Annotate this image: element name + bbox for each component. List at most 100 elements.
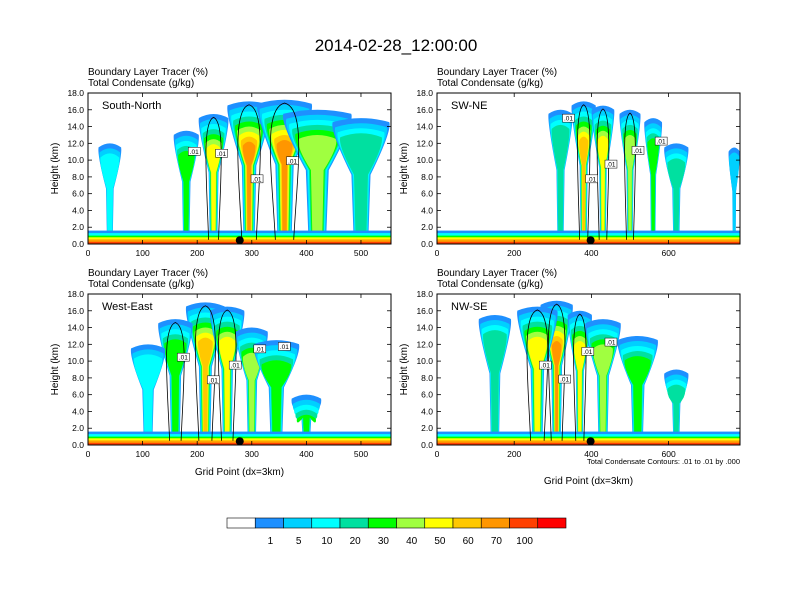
contour-label-box	[188, 147, 201, 156]
y-tick-label: 18.0	[416, 88, 433, 98]
contour-label-box	[228, 360, 242, 370]
figure-title: 2014-02-28_12:00:00	[315, 36, 478, 55]
contour-label-text: .01	[560, 377, 569, 384]
plume-level-10	[133, 354, 163, 435]
plume-level-30	[178, 150, 195, 234]
y-tick-label: 0.0	[72, 440, 84, 450]
y-tick-label: 18.0	[67, 88, 84, 98]
plume-0	[185, 302, 225, 435]
contour-label-text: .01	[190, 149, 199, 156]
contour-label-box	[207, 375, 220, 385]
y-tick-label: 0.0	[421, 440, 433, 450]
x-tick-label: 200	[190, 449, 204, 459]
plot-area: .01 .01 .01 .01 .01	[88, 294, 391, 445]
plume-level-50	[574, 340, 586, 435]
x-tick-label: 400	[299, 449, 313, 459]
x-tick-label: 400	[584, 449, 598, 459]
contour-label-box	[177, 352, 190, 362]
condensate-contour-2	[205, 116, 222, 240]
panel-subtitle-tracer: Boundary Layer Tracer (%)	[437, 268, 557, 279]
plot-area: .01 .01 .01 .01	[437, 294, 740, 445]
plume-level-30	[624, 356, 651, 435]
plume-level-30	[647, 138, 659, 234]
contour-label-text: .01	[657, 139, 666, 146]
panel-subtitle-tracer: Boundary Layer Tracer (%)	[88, 268, 208, 279]
colorbar-swatch	[254, 517, 284, 529]
contour-label-box	[539, 360, 552, 370]
x-axis-label: Grid Point (dx=3km)	[195, 467, 284, 478]
plume-6	[728, 147, 740, 234]
colorbar-label: 50	[434, 536, 446, 547]
contour-label-0: .01	[558, 374, 571, 384]
contour-label-text: .01	[564, 116, 573, 123]
contour-label-4: .01	[562, 113, 575, 123]
contour-label-1: .01	[228, 360, 242, 370]
y-tick-label: 10.0	[416, 356, 433, 366]
contour-label-2: .01	[631, 146, 645, 155]
contour-label-text: .01	[255, 346, 264, 353]
plume-level-70	[551, 340, 562, 435]
condensate-contour-1	[269, 102, 300, 240]
contour-label-text: .01	[179, 355, 188, 362]
colorbar-swatch	[452, 517, 482, 529]
y-axis-label: Height (km)	[399, 143, 410, 195]
plume-3	[173, 130, 199, 234]
y-tick-label: 6.0	[72, 390, 84, 400]
location-marker	[586, 236, 595, 244]
x-tick-label: 400	[299, 248, 313, 258]
y-tick-label: 6.0	[421, 189, 433, 199]
contour-label-text: .01	[253, 176, 262, 183]
colorbar-label: 1	[268, 536, 274, 547]
plume-4	[282, 109, 352, 234]
x-tick-label: 100	[136, 248, 150, 258]
x-tick-label: 200	[190, 248, 204, 258]
panel-subtitle-condensate: Total Condensate (g/kg)	[437, 279, 543, 290]
y-tick-label: 8.0	[72, 172, 84, 182]
contour-label-text: .01	[217, 151, 226, 158]
y-tick-label: 2.0	[72, 423, 84, 433]
contour-label-0: .01	[585, 174, 598, 183]
colorbar-label: 5	[296, 536, 302, 547]
y-axis-label: Height (km)	[399, 344, 410, 396]
plume-6	[130, 344, 166, 435]
panels: Boundary Layer Tracer (%)Total Condensat…	[50, 67, 741, 487]
contour-label-2: .01	[215, 149, 228, 158]
plot-frame	[87, 293, 392, 446]
y-tick-label: 2.0	[421, 222, 433, 232]
y-tick-label: 0.0	[72, 239, 84, 249]
colorbar-label: 60	[463, 536, 475, 547]
plume-level-20	[551, 124, 570, 234]
plume-level-10	[100, 153, 120, 234]
x-tick-label: 200	[507, 248, 521, 258]
plume-level-50	[206, 144, 221, 234]
colorbar-label: 30	[378, 536, 390, 547]
colorbar-label: 10	[321, 536, 333, 547]
x-axis-label: Grid Point (dx=3km)	[544, 476, 633, 487]
panel-west-east: Boundary Layer Tracer (%)Total Condensat…	[50, 268, 392, 478]
location-marker	[235, 236, 244, 244]
plume-5	[664, 143, 689, 234]
contour-label-1: .01	[539, 360, 552, 370]
plume-4	[253, 340, 300, 435]
colorbar-swatch	[367, 517, 397, 529]
plume-level-70	[276, 139, 293, 234]
contour-label-box	[278, 342, 291, 351]
y-tick-label: 10.0	[67, 155, 84, 165]
plume-3	[644, 118, 663, 234]
contour-label-text: .01	[280, 344, 289, 351]
plot-frame	[436, 92, 741, 245]
y-tick-label: 4.0	[421, 406, 433, 416]
plume-4	[617, 335, 658, 435]
plot-frame	[87, 92, 392, 245]
plume-level-40	[242, 352, 261, 435]
colorbar-swatch	[339, 517, 369, 529]
y-tick-label: 6.0	[72, 189, 84, 199]
panel-label: West-East	[102, 301, 153, 313]
plume-level-30	[164, 339, 187, 435]
y-tick-label: 14.0	[67, 122, 84, 132]
contour-label-box	[286, 156, 299, 166]
y-tick-label: 12.0	[67, 339, 84, 349]
contour-label-0: .01	[207, 375, 220, 385]
panel-subtitle-tracer: Boundary Layer Tracer (%)	[88, 67, 208, 78]
